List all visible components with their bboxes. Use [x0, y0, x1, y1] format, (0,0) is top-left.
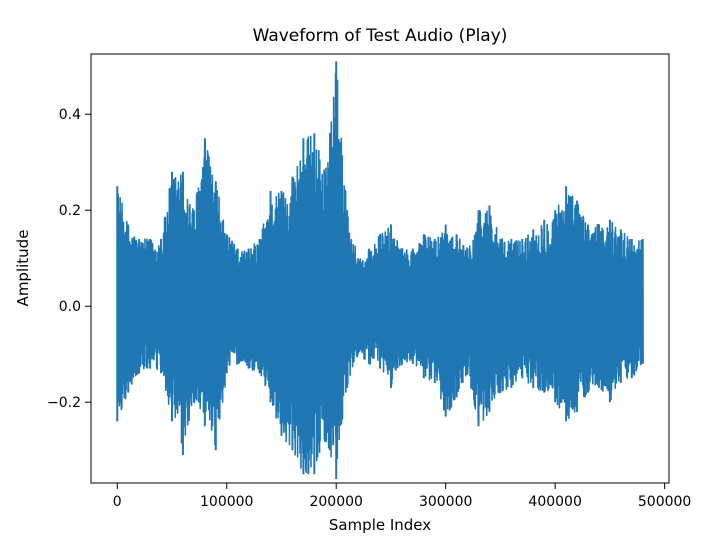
plot-frame: [90, 53, 670, 484]
x-tick-label: 400000: [528, 494, 581, 510]
x-tick-label: 0: [113, 494, 122, 510]
y-axis: −0.2 0.0 0.2 0.4: [47, 107, 91, 411]
x-axis: 0 100000 200000 300000 400000 500000: [113, 483, 691, 510]
x-tick-label: 300000: [419, 494, 472, 510]
x-axis-label: Sample Index: [329, 516, 431, 534]
y-tick-label: 0.4: [59, 107, 81, 123]
x-tick-label: 200000: [309, 494, 362, 510]
y-tick-label: 0.0: [59, 299, 81, 315]
x-tick-label: 100000: [200, 494, 253, 510]
waveform-series: [116, 61, 644, 480]
y-axis-label: Amplitude: [14, 230, 32, 307]
y-tick-label: 0.2: [59, 203, 81, 219]
x-tick-label: 500000: [638, 494, 691, 510]
y-tick-label: −0.2: [47, 395, 81, 411]
chart-title: Waveform of Test Audio (Play): [253, 26, 508, 46]
